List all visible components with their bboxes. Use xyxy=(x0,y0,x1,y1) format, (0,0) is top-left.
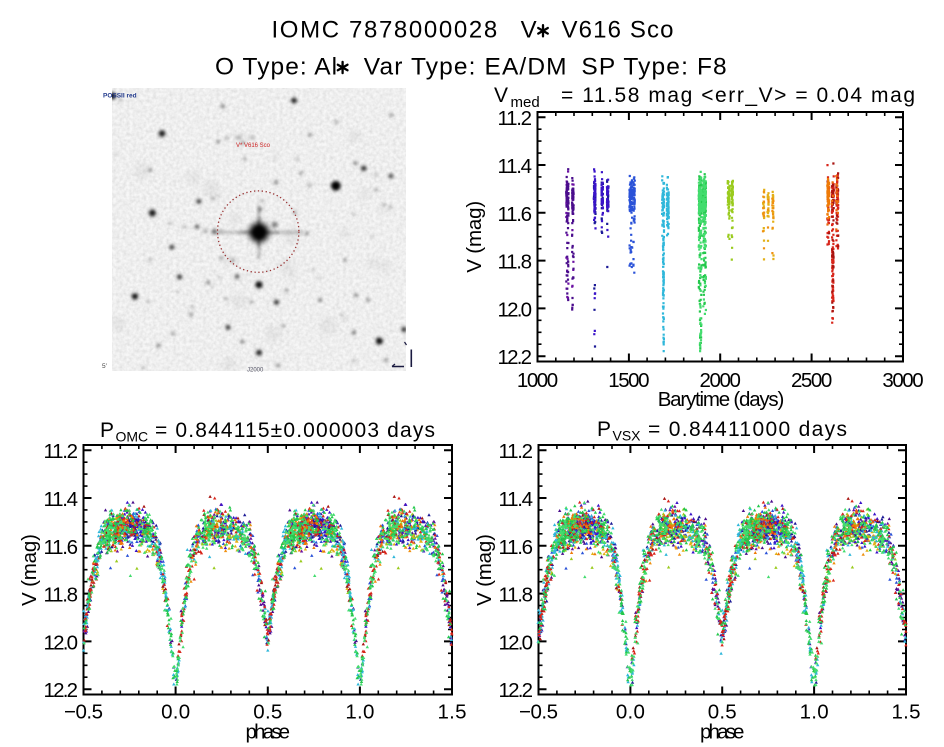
svg-text:11.8: 11.8 xyxy=(44,584,79,607)
svg-text:11.2: 11.2 xyxy=(498,107,533,130)
svg-text:1.5: 1.5 xyxy=(892,701,921,724)
svg-text:med: med xyxy=(511,94,540,111)
svg-text:5′: 5′ xyxy=(102,363,108,370)
svg-text:P: P xyxy=(597,418,611,441)
svg-text:POSSII red: POSSII red xyxy=(103,93,137,100)
svg-text:1.5: 1.5 xyxy=(438,701,467,724)
svg-text:3000: 3000 xyxy=(882,369,923,392)
svg-text:O Type: Al: O Type: Al xyxy=(215,54,337,81)
svg-text:1000: 1000 xyxy=(517,369,558,392)
svg-text:2500: 2500 xyxy=(791,369,832,392)
svg-text:V (mag): V (mag) xyxy=(463,201,486,273)
svg-text:0.0: 0.0 xyxy=(616,701,645,724)
svg-text:1.0: 1.0 xyxy=(800,701,829,724)
svg-text:V (mag): V (mag) xyxy=(473,534,496,606)
svg-text:2000: 2000 xyxy=(700,369,741,392)
svg-text:Barytime (days): Barytime (days) xyxy=(658,388,785,411)
svg-text:P: P xyxy=(100,419,114,442)
svg-text:11.2: 11.2 xyxy=(44,440,79,463)
svg-text:OMC: OMC xyxy=(116,429,149,445)
svg-text:11.6: 11.6 xyxy=(498,203,533,226)
svg-text:V: V xyxy=(521,17,537,44)
svg-text:11.4: 11.4 xyxy=(44,488,79,511)
svg-text:11.6: 11.6 xyxy=(499,536,534,559)
svg-text:= 0.84411000 days: = 0.84411000 days xyxy=(648,418,847,441)
svg-text:Var Type: EA/DM: Var Type: EA/DM xyxy=(364,54,567,81)
svg-text:V (mag): V (mag) xyxy=(18,534,41,606)
svg-text:V: V xyxy=(494,84,508,107)
svg-text:11.8: 11.8 xyxy=(499,584,534,607)
svg-text:J2000: J2000 xyxy=(247,368,264,374)
svg-text:12.0: 12.0 xyxy=(44,631,79,654)
svg-text:11.4: 11.4 xyxy=(498,155,533,178)
svg-text:1500: 1500 xyxy=(608,369,649,392)
svg-text:12.2: 12.2 xyxy=(498,346,533,369)
svg-text:VSX: VSX xyxy=(613,428,642,444)
svg-text:phase: phase xyxy=(700,721,745,744)
svg-text:0.5: 0.5 xyxy=(708,701,737,724)
svg-text:−0.5: −0.5 xyxy=(519,701,558,724)
svg-text:= 0.844115±0.000003 days: = 0.844115±0.000003 days xyxy=(155,419,435,442)
svg-text:SP Type: F8: SP Type: F8 xyxy=(581,54,726,81)
svg-text:V616 Sco: V616 Sco xyxy=(562,17,674,44)
svg-text:1.0: 1.0 xyxy=(345,701,374,724)
svg-text:11.6: 11.6 xyxy=(44,536,79,559)
svg-text:V* V616 Sco: V* V616 Sco xyxy=(236,143,271,149)
svg-text:0.0: 0.0 xyxy=(161,701,190,724)
svg-text:IOMC 7878000028: IOMC 7878000028 xyxy=(272,17,498,44)
svg-text:= 11.58 mag <err_V> = 0.04 m: = 11.58 mag <err_V> = 0.04 mag xyxy=(561,84,915,107)
svg-text:11.2: 11.2 xyxy=(499,440,534,463)
svg-text:11.4: 11.4 xyxy=(499,488,534,511)
svg-text:12.2: 12.2 xyxy=(44,679,79,702)
svg-text:11.8: 11.8 xyxy=(498,251,533,274)
svg-text:12.0: 12.0 xyxy=(498,298,533,321)
svg-text:0.5: 0.5 xyxy=(253,701,282,724)
svg-text:phase: phase xyxy=(246,721,291,744)
svg-text:12.2: 12.2 xyxy=(499,679,534,702)
svg-text:−0.5: −0.5 xyxy=(64,701,103,724)
svg-text:12.0: 12.0 xyxy=(499,631,534,654)
